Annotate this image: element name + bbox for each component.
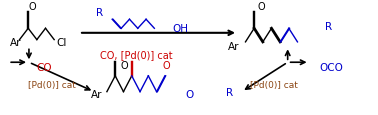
Text: [Pd(0)] cat: [Pd(0)] cat <box>250 81 298 90</box>
Text: O: O <box>28 2 36 12</box>
Text: Cl: Cl <box>56 37 67 47</box>
Text: Ar: Ar <box>10 37 22 47</box>
Text: O: O <box>163 60 170 70</box>
Text: CO: CO <box>36 63 52 73</box>
Text: OH: OH <box>172 24 188 34</box>
Text: O: O <box>121 60 128 70</box>
Text: Ar: Ar <box>228 42 239 52</box>
Text: R: R <box>325 22 333 32</box>
Text: R: R <box>96 8 103 18</box>
Text: CO, [Pd(0)] cat: CO, [Pd(0)] cat <box>100 49 173 59</box>
Text: [Pd(0)] cat: [Pd(0)] cat <box>28 81 76 90</box>
Text: OCO: OCO <box>319 63 343 73</box>
Text: R: R <box>226 87 233 97</box>
Text: O: O <box>257 2 265 12</box>
Text: O: O <box>185 89 194 99</box>
Text: Ar: Ar <box>91 89 102 99</box>
